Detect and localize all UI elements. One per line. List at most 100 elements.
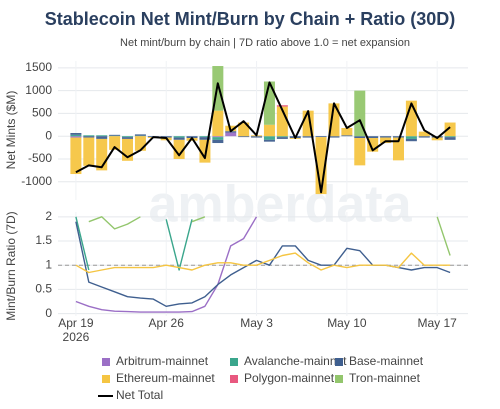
legend-swatch — [335, 375, 343, 383]
bar — [328, 103, 340, 137]
bar — [328, 136, 340, 138]
bar — [83, 136, 95, 138]
y-tick-label: 0 — [45, 128, 52, 142]
y-tick-label: -500 — [28, 151, 52, 165]
ratio-line — [75, 216, 258, 313]
bar — [96, 135, 108, 137]
bar — [302, 136, 314, 138]
bar — [354, 90, 366, 137]
bar — [276, 137, 288, 139]
bar — [405, 138, 417, 142]
ratio-line — [75, 221, 451, 307]
x-tick-label: May 3 — [240, 316, 273, 330]
bar — [212, 137, 224, 140]
y-tick-label: 1 — [45, 257, 52, 271]
ratio-line — [75, 216, 193, 271]
bar — [367, 136, 379, 139]
bar — [341, 135, 353, 137]
bar — [70, 134, 82, 137]
x-tick-label: Apr 26 — [149, 316, 185, 330]
bar — [225, 132, 237, 137]
bar — [70, 137, 82, 175]
bar — [251, 136, 263, 138]
legend-swatch — [335, 358, 343, 366]
bar — [70, 133, 82, 135]
legend-label: Net Total — [116, 388, 163, 402]
bar — [83, 135, 95, 137]
bar — [392, 137, 404, 161]
bar — [109, 136, 121, 150]
bar — [444, 137, 456, 140]
bar — [341, 127, 353, 136]
bar — [238, 136, 250, 138]
legend-swatch — [230, 358, 238, 366]
bar — [405, 100, 417, 137]
bar — [212, 139, 224, 144]
legend-label: Ethereum-mainnet — [116, 371, 215, 385]
legend-label: Base-mainnet — [349, 354, 424, 368]
bar — [276, 136, 288, 138]
net-total-line — [75, 81, 451, 194]
bar — [367, 138, 379, 152]
bar — [354, 136, 366, 139]
bar — [302, 110, 314, 137]
bar — [418, 136, 430, 138]
legend-label: Polygon-mainnet — [244, 371, 335, 385]
bar — [96, 136, 108, 139]
bar — [212, 136, 224, 138]
bar — [109, 134, 121, 136]
bar — [405, 136, 417, 139]
bar — [96, 138, 108, 171]
x-tick-label: May 10 — [327, 316, 367, 330]
y-tick-label: 0 — [45, 306, 52, 320]
bar — [122, 136, 134, 138]
bar — [83, 137, 95, 166]
ratio-line — [88, 216, 451, 256]
bar — [134, 136, 146, 151]
ratio-line — [75, 252, 451, 274]
y-tick-label: -1000 — [21, 174, 52, 188]
chart-title: Stablecoin Net Mint/Burn by Chain + Rati… — [45, 9, 456, 29]
x-tick-label: May 17 — [418, 316, 458, 330]
bar — [444, 136, 456, 138]
bar — [263, 124, 275, 137]
watermark: amberdata — [149, 176, 413, 234]
bar — [70, 136, 82, 138]
legend-swatch — [102, 358, 110, 366]
bar — [392, 136, 404, 138]
bar — [263, 136, 275, 140]
bar — [160, 136, 172, 138]
bar — [122, 138, 134, 161]
bar — [444, 122, 456, 137]
y-axis-label: Net Mints ($M) — [4, 91, 18, 170]
y-tick-label: 2 — [45, 209, 52, 223]
x-tick-label: Apr 19 — [58, 316, 94, 330]
bar — [380, 136, 392, 138]
y-tick-label: 1500 — [25, 60, 52, 74]
bar — [354, 138, 366, 166]
bar — [199, 137, 211, 140]
bar — [134, 134, 146, 136]
bar — [315, 137, 327, 195]
legend-label: Tron-mainnet — [349, 371, 421, 385]
bar — [418, 131, 430, 137]
y-tick-label: 0.5 — [35, 282, 52, 296]
y-tick-label: 500 — [32, 106, 52, 120]
bar — [263, 81, 275, 125]
bar — [263, 139, 275, 142]
bar — [315, 136, 327, 138]
legend-label: Arbitrum-mainnet — [116, 354, 209, 368]
bar — [238, 122, 250, 137]
bar — [212, 110, 224, 137]
legend-swatch — [102, 375, 110, 383]
bar — [276, 105, 288, 107]
legend-label: Avalanche-mainnet — [244, 354, 347, 368]
bar — [276, 106, 288, 137]
legend-swatch — [230, 375, 238, 383]
bar — [122, 137, 134, 139]
bar — [173, 136, 185, 138]
bar — [199, 139, 211, 163]
y-axis-label: Mint/Burn Ratio (7D) — [4, 211, 18, 320]
bar — [173, 137, 185, 140]
